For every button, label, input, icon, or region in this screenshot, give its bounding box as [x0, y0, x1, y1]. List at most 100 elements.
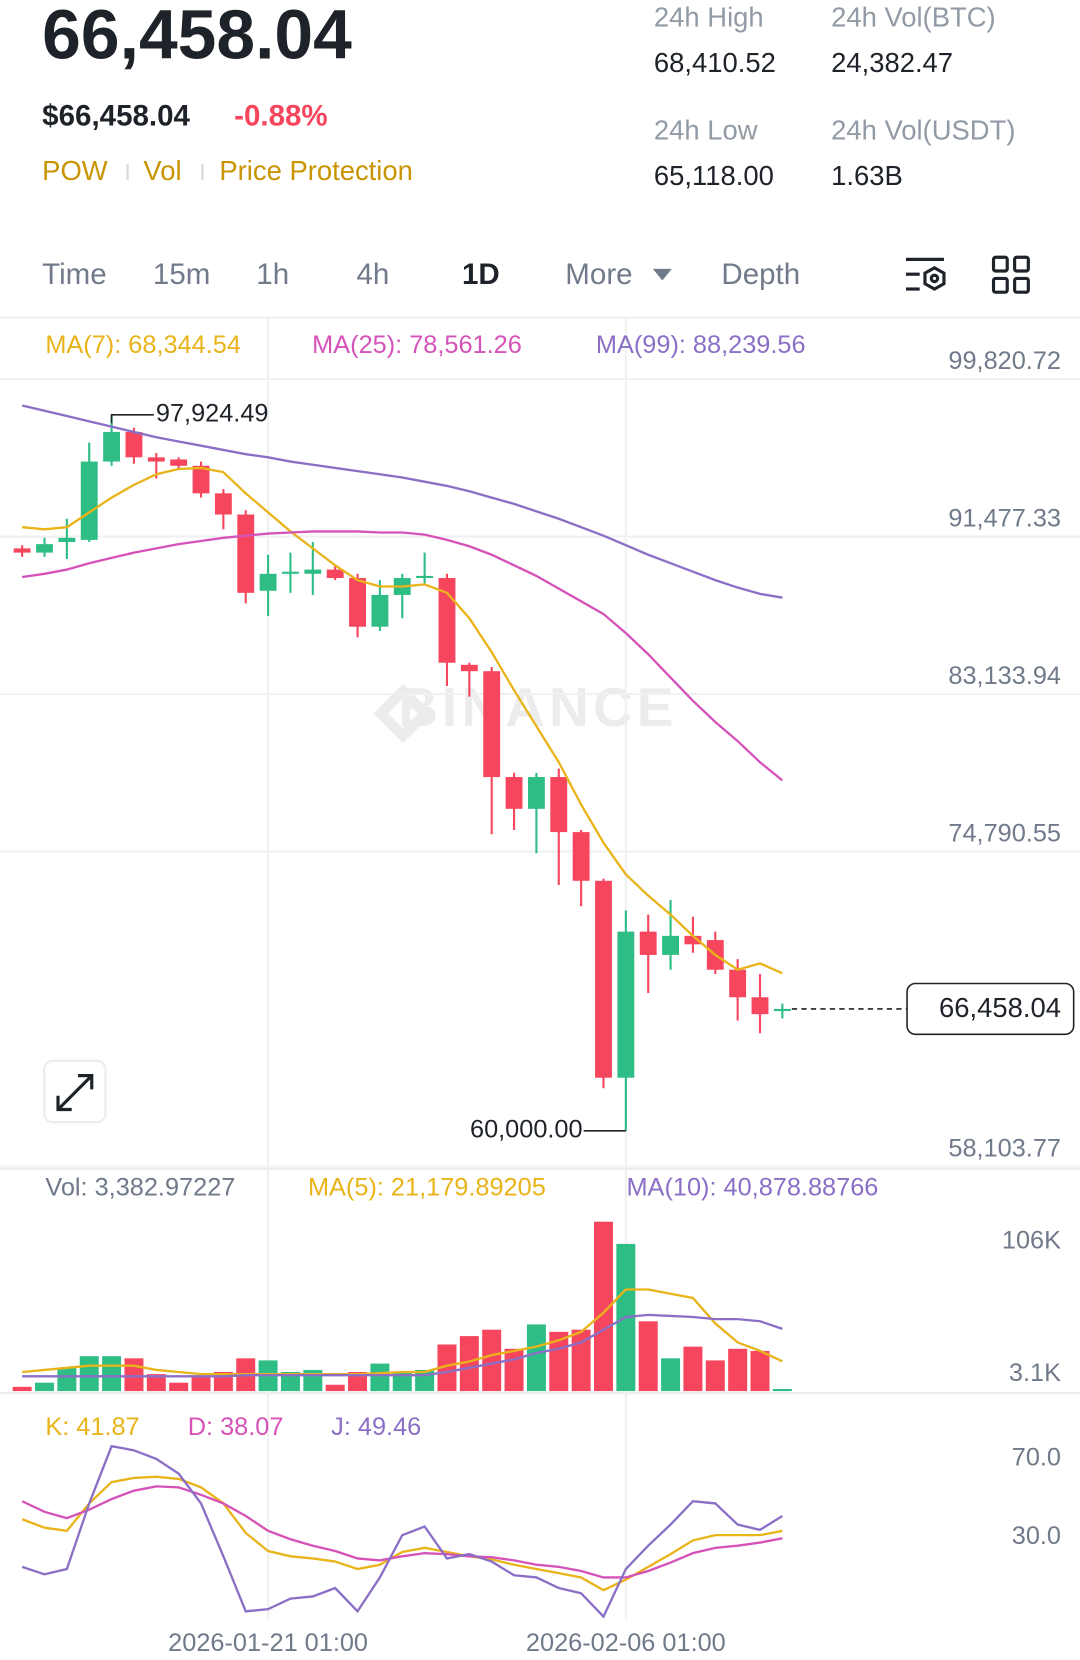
candle-body — [505, 777, 523, 809]
legend-entry: MA(99): 88,239.56 — [596, 331, 806, 359]
volume-bar — [12, 1386, 32, 1392]
candle-body — [103, 431, 121, 462]
volume-bar — [459, 1336, 479, 1392]
volume-bar — [348, 1372, 368, 1392]
volume-bar — [35, 1382, 54, 1392]
legend-entry: K: 41.87 — [45, 1413, 139, 1441]
volume-bar — [772, 1388, 792, 1392]
high-label: 97,924.49 — [156, 399, 269, 427]
indicator-line — [21, 1475, 783, 1592]
legend-entry: MA(7): 68,344.54 — [45, 331, 241, 359]
stat-label: 24h Vol(USDT) — [831, 115, 1015, 146]
stat-label: 24h Vol(BTC) — [831, 1, 996, 32]
high-marker — [110, 414, 154, 424]
watermark: BINANCE — [398, 676, 677, 738]
volume-bar — [504, 1348, 524, 1392]
legend-entry: D: 38.07 — [188, 1413, 284, 1441]
y-tick-label: 30.0 — [1012, 1522, 1061, 1550]
volume-bar — [594, 1221, 613, 1392]
price-change: -0.88% — [234, 99, 328, 132]
stat-value: 1.63B — [831, 160, 903, 191]
candle-body — [617, 931, 635, 1078]
candle-body — [595, 880, 612, 1078]
candle-body — [125, 431, 143, 458]
y-tick-label: 106K — [1002, 1226, 1061, 1254]
candle-body — [282, 571, 299, 574]
volume-bar — [146, 1374, 166, 1392]
volume-bar — [571, 1329, 591, 1392]
candle-body — [773, 1008, 791, 1012]
legend-entry: Vol: 3,382.97227 — [45, 1174, 235, 1202]
indicator-line — [21, 404, 783, 599]
candle-body — [684, 935, 702, 945]
indicator-line — [21, 1444, 783, 1619]
last-price: 66,458.04 — [42, 0, 352, 74]
layout-icon[interactable] — [991, 255, 1030, 294]
y-tick-label: 58,103.77 — [948, 1134, 1061, 1162]
candle-body — [214, 493, 232, 515]
indicator-line — [21, 1485, 783, 1579]
candle-body — [326, 569, 344, 579]
tag[interactable]: Vol — [143, 155, 181, 186]
watermark-logo — [373, 683, 433, 744]
candle-body — [58, 537, 76, 543]
tag[interactable]: POW — [42, 155, 108, 186]
indicator-line — [22, 1313, 783, 1378]
candle-body — [371, 594, 389, 627]
tab[interactable]: 4h — [356, 258, 389, 291]
stat-value: 24,382.47 — [831, 47, 953, 78]
tab[interactable]: More — [565, 258, 632, 291]
volume-bar — [638, 1321, 658, 1392]
interval-tabs: Time 15m 1h 4h 1D More Depth — [42, 258, 800, 291]
volume-bar — [79, 1356, 99, 1392]
y-tick-label: 99,820.72 — [948, 347, 1061, 375]
volume-bar — [57, 1367, 77, 1392]
candle-body — [751, 997, 769, 1015]
tab[interactable]: 15m — [153, 258, 210, 291]
low-label: 60,000.00 — [470, 1116, 583, 1144]
volume-bar — [191, 1376, 211, 1392]
tab[interactable]: Depth — [721, 258, 800, 291]
more-caret — [652, 268, 672, 281]
candle-body — [349, 578, 366, 627]
indicator-line — [22, 466, 783, 975]
candle-body — [527, 777, 545, 809]
volume-bar — [437, 1344, 457, 1392]
volume-bar — [102, 1356, 122, 1392]
stat-label: 24h Low — [654, 115, 758, 146]
stat-value: 68,410.52 — [654, 47, 776, 78]
volume-bar — [661, 1358, 681, 1392]
volume-bar — [705, 1360, 725, 1392]
x-tick-label: 2026-01-21 01:00 — [168, 1629, 368, 1657]
background-layer: BINANCE — [373, 676, 677, 744]
tab[interactable]: 1h — [256, 258, 289, 291]
x-tick-label: 2026-02-06 01:00 — [526, 1629, 726, 1657]
candle-body — [13, 548, 31, 553]
chart-area: 99,820.72 91,477.33 83,133.94 74,790.55 58,1… — [0, 317, 1080, 1657]
volume-bar — [728, 1348, 748, 1392]
tab[interactable]: Time — [42, 258, 107, 291]
last-price-box — [906, 982, 1075, 1036]
settings-icon[interactable] — [905, 257, 946, 291]
legend-entry: MA(5): 21,179.89205 — [308, 1174, 546, 1202]
volume-bar — [124, 1358, 144, 1392]
indicator-line — [22, 1288, 783, 1376]
expand-button[interactable] — [43, 1059, 107, 1124]
tag[interactable]: Price Protection — [219, 155, 413, 186]
volume-bar — [169, 1382, 189, 1392]
indicator-line — [21, 530, 784, 782]
candle-body — [170, 459, 188, 466]
volume-bar — [683, 1346, 703, 1392]
candle-body — [550, 777, 568, 833]
candle-body — [639, 931, 657, 955]
legend-entry: J: 49.46 — [331, 1413, 421, 1441]
candle-body — [572, 832, 590, 881]
candle-body — [662, 935, 680, 955]
candle-body — [147, 457, 165, 462]
y-tick-label: 83,133.94 — [948, 662, 1061, 690]
last-price-label: 66,458.04 — [939, 992, 1061, 1023]
tab[interactable]: 1D — [462, 258, 500, 291]
legend-entry: MA(25): 78,561.26 — [312, 331, 522, 359]
